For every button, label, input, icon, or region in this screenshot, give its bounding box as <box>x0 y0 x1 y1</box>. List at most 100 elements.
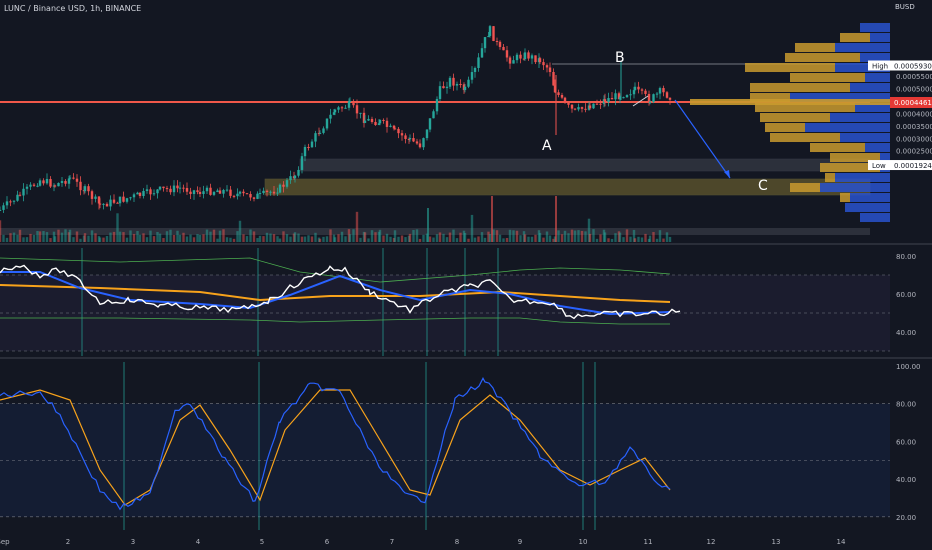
candle-body <box>455 83 459 86</box>
volume-bar <box>322 236 325 242</box>
volume-profile-bar <box>765 123 805 132</box>
candle-body <box>2 205 5 210</box>
volume-bar <box>584 231 587 242</box>
stoch-tick-label: 60.00 <box>896 438 916 446</box>
price-pane: A B C <box>0 23 890 242</box>
volume-profile-bar <box>790 73 865 82</box>
candle-body <box>36 185 39 187</box>
volume-bar <box>438 232 442 242</box>
volume-bar <box>408 233 412 242</box>
volume-bar <box>68 229 72 242</box>
volume-profile-bar <box>840 33 870 42</box>
candle-body <box>0 209 2 211</box>
candle-body <box>105 203 109 207</box>
candle-body <box>415 141 419 144</box>
volume-bar <box>9 233 12 242</box>
volume-bar <box>393 230 397 242</box>
volume-bar <box>570 229 574 242</box>
volume-bar <box>488 234 492 242</box>
candle-body <box>218 190 222 194</box>
high-tag-bg <box>868 60 932 71</box>
volume-profile-bar <box>835 43 890 52</box>
candle-body <box>665 92 669 98</box>
volume-bar <box>508 229 512 242</box>
volume-bar <box>665 232 669 242</box>
last-price-label: 0.00044613 <box>894 99 932 107</box>
time-label: 8 <box>455 538 459 546</box>
volume-profile-bar <box>820 183 890 192</box>
volume-bar <box>36 230 39 242</box>
volume-bar <box>189 234 192 242</box>
volume-bar <box>122 232 125 242</box>
volume-bar <box>505 237 509 242</box>
volume-bar <box>94 233 97 242</box>
candle-body <box>165 188 169 190</box>
volume-profile-bar <box>790 93 890 102</box>
volume-profile-bar <box>790 183 820 192</box>
volume-bar <box>637 236 640 242</box>
volume-bar <box>502 238 505 242</box>
candle-body <box>32 184 36 186</box>
volume-profile-bar <box>865 73 890 82</box>
candle-body <box>552 72 555 86</box>
candle-body <box>530 55 534 59</box>
volume-bar <box>245 236 249 242</box>
candle-body <box>370 118 374 122</box>
candle-body <box>172 185 176 193</box>
candle-body <box>658 88 662 94</box>
candle-body <box>9 201 12 203</box>
annotation-b: B <box>615 50 625 66</box>
candle-body <box>595 103 599 105</box>
volume-bar <box>668 236 672 242</box>
volume-bar <box>428 236 432 242</box>
volume-bar <box>542 237 545 242</box>
time-label: 3 <box>131 538 135 546</box>
candle-body <box>488 26 492 36</box>
candle-body <box>425 129 429 139</box>
volume-bar <box>282 231 285 242</box>
high-tag: High <box>872 63 888 71</box>
candle-body <box>340 107 344 109</box>
volume-bar <box>473 237 477 242</box>
volume-bar <box>463 232 467 242</box>
volume-bar <box>112 231 116 242</box>
candle-body <box>438 86 442 99</box>
volume-bar <box>238 220 242 242</box>
candle-body <box>428 118 432 130</box>
volume-bar <box>38 231 42 242</box>
volume-profile-bar <box>750 83 850 92</box>
candle-body <box>258 193 262 195</box>
volume-bar <box>225 237 229 242</box>
candle-body <box>29 184 32 187</box>
candle-body <box>625 95 629 98</box>
candle-body <box>629 94 632 96</box>
volume-bar <box>258 235 262 242</box>
candle-body <box>632 90 636 95</box>
low-tag: Low <box>872 162 886 170</box>
candle-body <box>545 65 549 68</box>
quote-currency: BUSD <box>895 3 915 11</box>
volume-bar <box>53 236 57 242</box>
volume-bar <box>272 234 276 242</box>
candle-body <box>442 86 445 89</box>
candle-body <box>102 203 105 205</box>
rsi-tick-label: 60.00 <box>896 291 916 299</box>
candle-body <box>459 83 462 85</box>
candle-body <box>610 98 614 100</box>
candle-body <box>483 37 487 49</box>
candle-body <box>5 201 9 206</box>
volume-bar <box>118 231 122 242</box>
candle-body <box>94 196 97 199</box>
candle-body <box>205 187 209 192</box>
candle-body <box>599 103 602 105</box>
volume-profile-bar <box>850 193 890 202</box>
candle-body <box>176 185 179 189</box>
candle-body <box>49 178 52 187</box>
annotation-c: C <box>758 178 768 194</box>
volume-profile-bar <box>810 143 865 152</box>
volume-bar <box>90 230 94 242</box>
volume-profile-bar <box>840 193 850 202</box>
